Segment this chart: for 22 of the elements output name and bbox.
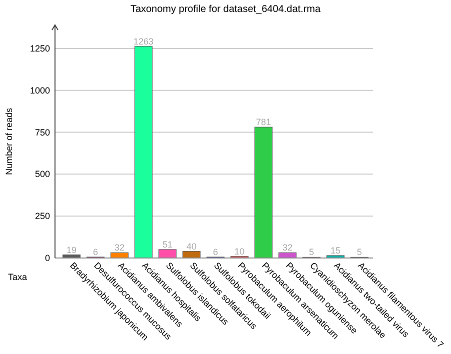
y-tick-label: 1000	[30, 85, 50, 96]
data-label: 32	[282, 242, 292, 253]
data-label: 6	[212, 246, 218, 257]
y-tick-label: 0	[44, 253, 50, 263]
data-label: 40	[186, 241, 197, 252]
y-tick-label: 250	[34, 211, 50, 222]
y-tick-label: 500	[34, 169, 50, 180]
data-label: 781	[256, 117, 271, 128]
data-label: 5	[356, 247, 362, 258]
chart-title: Taxonomy profile for dataset_6404.dat.rma	[130, 4, 321, 15]
data-label: 15	[330, 245, 340, 256]
data-label: 6	[93, 246, 98, 257]
y-axis-title: Number of reads	[4, 107, 14, 176]
y-tick-label: 750	[34, 127, 50, 138]
data-label: 1263	[134, 36, 154, 46]
data-label: 51	[162, 239, 173, 250]
data-label: 19	[66, 244, 77, 255]
y-tick-label: 1250	[30, 43, 50, 54]
data-label: 32	[114, 242, 125, 253]
data-label: 5	[308, 247, 314, 258]
data-label: 10	[234, 246, 244, 256]
x-axis-title: Taxa	[8, 272, 28, 282]
